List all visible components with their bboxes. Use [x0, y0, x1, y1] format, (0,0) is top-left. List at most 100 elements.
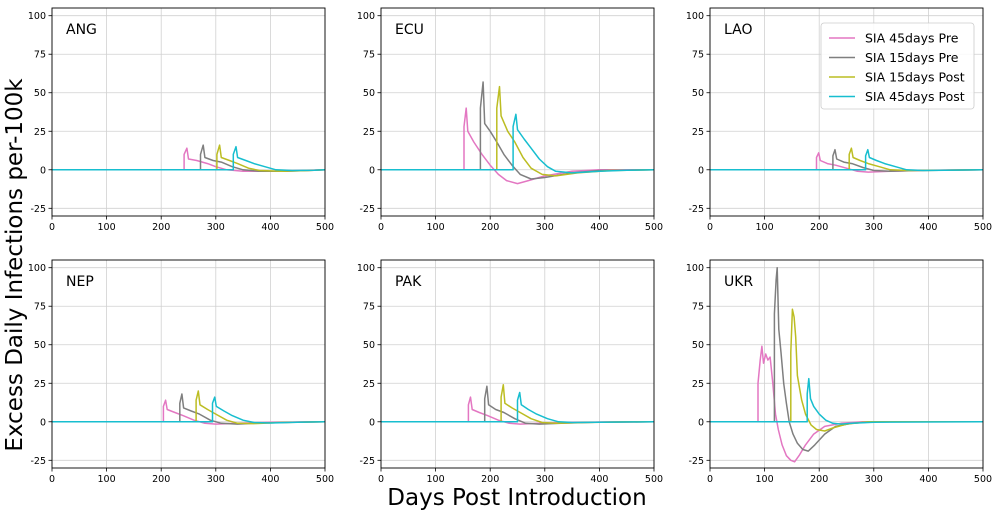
panel-label: UKR — [724, 274, 753, 290]
series-line — [52, 147, 325, 173]
x-tick-label: 500 — [974, 474, 992, 485]
y-axis-label: Excess Daily Infections per-100k — [2, 78, 28, 452]
axes-frame — [709, 259, 984, 469]
y-tick-label: -25 — [30, 456, 46, 467]
series-group — [52, 144, 325, 173]
y-tick-label: 100 — [28, 263, 46, 274]
y-tick-label: 25 — [692, 379, 704, 390]
y-tick-label: 50 — [34, 340, 46, 351]
axes-frame — [380, 259, 655, 469]
legend-item: SIA 15days Post — [829, 70, 965, 85]
x-tick-label: 500 — [316, 222, 334, 233]
y-tick-label: 0 — [40, 165, 46, 176]
series-line — [710, 148, 983, 173]
x-tick-label: 0 — [49, 222, 55, 233]
x-tick-label: 400 — [919, 222, 937, 233]
series-line — [381, 113, 654, 174]
y-tick-label: 50 — [692, 340, 704, 351]
axes-frame — [51, 259, 326, 469]
y-tick-label: -25 — [359, 204, 375, 215]
x-tick-label: 0 — [707, 222, 713, 233]
x-tick-label: 100 — [756, 222, 774, 233]
y-tick-label: 50 — [34, 88, 46, 99]
y-tick-label: -25 — [688, 456, 704, 467]
x-tick-label: 500 — [974, 222, 992, 233]
series-line — [52, 393, 325, 425]
x-tick-label: 400 — [590, 222, 608, 233]
series-line — [52, 390, 325, 425]
y-tick-label: 0 — [698, 417, 704, 428]
series-line — [710, 147, 983, 172]
x-tick-label: 200 — [810, 222, 828, 233]
series-line — [710, 377, 983, 425]
x-tick-label: 0 — [378, 474, 384, 485]
y-tick-label: 50 — [692, 88, 704, 99]
panel-label: ANG — [66, 22, 97, 38]
x-tick-label: 400 — [590, 474, 608, 485]
y-tick-label: 100 — [28, 11, 46, 22]
series-line — [710, 345, 983, 463]
x-tick-label: 0 — [378, 222, 384, 233]
panel-label: NEP — [66, 274, 94, 290]
series-group — [710, 147, 983, 173]
y-tick-label: 75 — [34, 50, 46, 61]
legend-box — [820, 22, 975, 110]
x-tick-label: 0 — [49, 474, 55, 485]
x-tick-label: 100 — [98, 474, 116, 485]
x-tick-label: 200 — [481, 474, 499, 485]
series-line — [52, 399, 325, 425]
series-line — [710, 308, 983, 432]
legend-label: SIA 45days Pre — [865, 31, 959, 46]
panel-label: ECU — [395, 22, 424, 38]
y-tick-label: 0 — [369, 165, 375, 176]
axes-frame — [709, 7, 984, 217]
y-tick-label: 75 — [692, 302, 704, 313]
x-tick-label: 300 — [536, 222, 554, 233]
y-tick-label: -25 — [30, 204, 46, 215]
legend-item: SIA 15days Pre — [829, 50, 959, 65]
series-group — [381, 81, 654, 185]
x-tick-label: 300 — [536, 474, 554, 485]
y-tick-label: 0 — [698, 165, 704, 176]
y-tick-label: -25 — [359, 456, 375, 467]
legend-label: SIA 15days Pre — [865, 50, 959, 65]
y-tick-label: 100 — [686, 11, 704, 22]
x-tick-label: 400 — [261, 222, 279, 233]
series-group — [381, 384, 654, 425]
y-tick-label: 50 — [363, 340, 375, 351]
y-tick-label: -25 — [688, 204, 704, 215]
x-tick-label: 500 — [645, 222, 663, 233]
x-tick-label: 500 — [645, 474, 663, 485]
y-tick-label: 100 — [357, 263, 375, 274]
series-line — [710, 148, 983, 172]
legend-label: SIA 45days Post — [865, 89, 965, 104]
legend-label: SIA 15days Post — [865, 70, 965, 85]
series-line — [381, 391, 654, 424]
x-tick-label: 400 — [919, 474, 937, 485]
series-group — [710, 266, 983, 463]
x-tick-label: 200 — [152, 474, 170, 485]
legend-item: SIA 45days Post — [829, 89, 965, 104]
y-tick-label: 50 — [363, 88, 375, 99]
x-tick-label: 300 — [207, 222, 225, 233]
series-line — [381, 396, 654, 425]
legend-item: SIA 45days Pre — [829, 31, 959, 46]
x-tick-label: 100 — [98, 222, 116, 233]
legend: SIA 45days Pre SIA 15days Pre SIA 15days P… — [820, 22, 975, 110]
panel-label: LAO — [724, 22, 752, 38]
y-tick-label: 75 — [34, 302, 46, 313]
y-tick-label: 25 — [34, 127, 46, 138]
series-line — [52, 396, 325, 424]
x-tick-label: 300 — [865, 222, 883, 233]
x-tick-label: 100 — [427, 474, 445, 485]
x-tick-label: 200 — [481, 222, 499, 233]
axes-frame — [51, 7, 326, 217]
x-tick-label: 400 — [261, 474, 279, 485]
y-tick-label: 75 — [363, 50, 375, 61]
